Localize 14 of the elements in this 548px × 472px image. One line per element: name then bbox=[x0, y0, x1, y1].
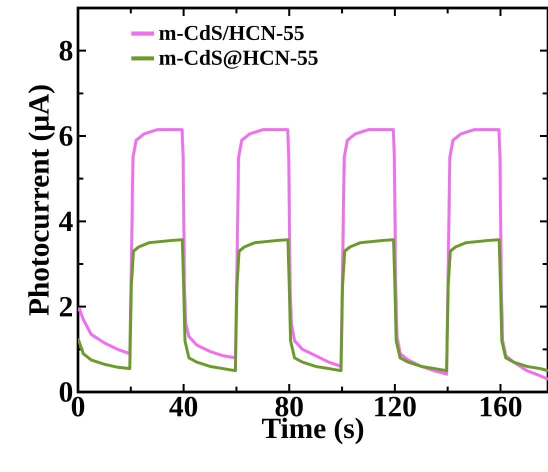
y-axis-title: Photocurrent (μA) bbox=[28, 85, 55, 316]
x-tick-label: 80 bbox=[276, 396, 303, 417]
y-tick-label: 0 bbox=[60, 382, 72, 402]
legend-label: m-CdS@HCN-55 bbox=[159, 50, 318, 69]
legend-label: m-CdS/HCN-55 bbox=[159, 25, 304, 40]
y-tick-label: 4 bbox=[59, 212, 73, 231]
y-tick-label: 2 bbox=[60, 296, 72, 316]
x-tick-label: 120 bbox=[375, 396, 416, 417]
x-axis-title: Time (s) bbox=[262, 418, 364, 444]
x-tick-label: 160 bbox=[480, 396, 522, 417]
x-tick-label: 40 bbox=[169, 396, 198, 417]
y-tick-label: 6 bbox=[60, 126, 72, 146]
y-tick-label: 8 bbox=[60, 40, 72, 61]
line-series bbox=[78, 238, 548, 372]
